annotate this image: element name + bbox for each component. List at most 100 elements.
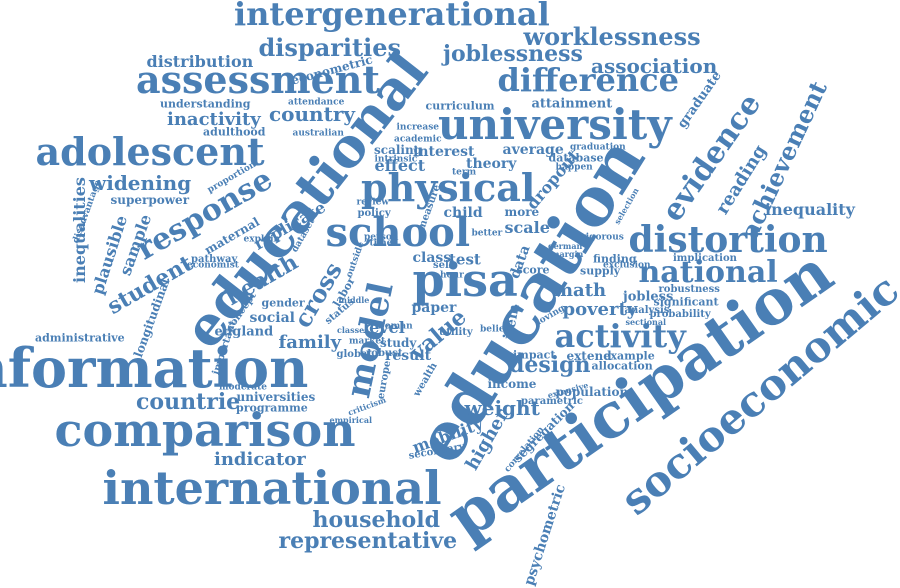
- cloud-word-national: national: [638, 255, 778, 290]
- cloud-word-analysis: analysis: [624, 305, 670, 316]
- cloud-word-significant: significant: [653, 295, 719, 309]
- cloud-word-person: person: [364, 232, 399, 243]
- cloud-word-universities: universities: [236, 390, 316, 404]
- cloud-word-probability: probability: [649, 309, 711, 320]
- cloud-word-impact: impact: [513, 348, 556, 362]
- cloud-word-class: class: [412, 250, 452, 266]
- cloud-word-disparities: disparities: [258, 33, 402, 62]
- cloud-word-german: german: [548, 241, 583, 251]
- cloud-word-term: term: [452, 167, 477, 178]
- cloud-word-adolescent: adolescent: [35, 129, 265, 174]
- cloud-word-happen: happen: [555, 162, 593, 173]
- cloud-word-england: england: [214, 324, 274, 340]
- cloud-word-database: database: [548, 151, 604, 165]
- cloud-word-physical: physical: [361, 165, 536, 210]
- cloud-word-self: self: [433, 260, 454, 271]
- cloud-word-countrie: countrie: [136, 389, 241, 415]
- cloud-word-difference: difference: [497, 61, 679, 99]
- cloud-word-explain: explain: [243, 234, 281, 245]
- cloud-word-administrative: administrative: [35, 331, 125, 345]
- cloud-word-policy: policy: [357, 208, 391, 219]
- cloud-word-exclusion: exclusion: [603, 260, 651, 271]
- cloud-word-vigorous: vigorous: [580, 232, 624, 243]
- cloud-word-inactivity: inactivity: [167, 109, 261, 130]
- cloud-word-country: country: [269, 102, 355, 126]
- cloud-word-pathway: pathway: [191, 254, 238, 265]
- cloud-word-programme: programme: [236, 401, 308, 415]
- cloud-word-robustness: robustness: [658, 284, 720, 295]
- cloud-word-international: international: [102, 461, 442, 515]
- cloud-word-average: average: [502, 142, 564, 158]
- cloud-word-inequality: inequality: [765, 200, 855, 219]
- cloud-word-more: more: [504, 205, 540, 219]
- cloud-word-utility: utility: [439, 327, 473, 338]
- cloud-word-indicator: indicator: [214, 449, 306, 470]
- cloud-word-child: child: [443, 205, 483, 221]
- cloud-word-pisa: pisa: [412, 253, 518, 307]
- cloud-word-gender: gender: [261, 296, 305, 310]
- cloud-word-result: result: [385, 348, 432, 364]
- cloud-word-scale: scale: [504, 218, 550, 237]
- cloud-word-interest: interest: [413, 144, 475, 160]
- cloud-word-activity: activity: [554, 317, 686, 355]
- cloud-word-poverty: poverty: [562, 299, 638, 320]
- cloud-word-robust: robust: [366, 348, 403, 359]
- cloud-word-university: university: [438, 100, 672, 149]
- cloud-word-woman: woman: [377, 321, 413, 332]
- cloud-word-australian: australian: [292, 128, 344, 139]
- cloud-word-theory: theory: [466, 156, 517, 172]
- cloud-word-assessment: assessment: [136, 57, 380, 102]
- cloud-word-global: global: [336, 349, 372, 360]
- cloud-word-review: review: [356, 197, 390, 208]
- cloud-word-math: math: [554, 280, 607, 301]
- cloud-word-implication: implication: [673, 253, 737, 264]
- cloud-word-classes: classes: [337, 325, 369, 335]
- cloud-word-extend: extend: [566, 349, 612, 363]
- cloud-word-economist: economist: [187, 260, 239, 271]
- cloud-word-information: information: [0, 336, 309, 400]
- cloud-word-joblessness: joblessness: [443, 41, 583, 67]
- cloud-word-distortion: distortion: [628, 219, 828, 261]
- cloud-word-paper: paper: [411, 300, 457, 316]
- cloud-word-curriculum: curriculum: [425, 99, 495, 113]
- cloud-word-intrinsic: intrinsic: [374, 154, 418, 165]
- cloud-word-study: study: [380, 336, 417, 350]
- cloud-word-score: score: [516, 263, 550, 277]
- cloud-word-example: example: [603, 349, 655, 363]
- cloud-word-adulthood: adulthood: [203, 125, 266, 139]
- cloud-word-empirical: empirical: [329, 415, 373, 425]
- cloud-word-superpower: superpower: [110, 193, 190, 207]
- cloud-word-margin: margin: [551, 249, 584, 259]
- cloud-word-level: level: [363, 318, 405, 337]
- cloud-word-supply: supply: [580, 264, 621, 278]
- cloud-word-representative: representative: [278, 528, 458, 554]
- cloud-word-market: market: [349, 336, 386, 347]
- cloud-word-graduation: graduation: [570, 142, 626, 153]
- cloud-word-moderate: moderate: [219, 382, 268, 393]
- cloud-word-household: household: [312, 507, 440, 533]
- cloud-word-population: population: [555, 385, 629, 399]
- cloud-word-better: better: [471, 228, 503, 239]
- cloud-word-hour: hour: [440, 270, 464, 281]
- cloud-word-test: test: [449, 250, 481, 269]
- cloud-word-social: social: [249, 310, 295, 326]
- cloud-word-academic: academic: [394, 134, 442, 145]
- cloud-word-allocation: allocation: [591, 359, 653, 373]
- cloud-word-attendance: attendance: [288, 97, 345, 108]
- cloud-word-sectional: sectional: [625, 317, 667, 327]
- cloud-word-attainment: attainment: [531, 96, 613, 112]
- cloud-word-finding: finding: [593, 252, 637, 266]
- cloud-word-increase: increase: [396, 122, 440, 133]
- cloud-word-middle: middle: [338, 295, 370, 305]
- cloud-word-family: family: [278, 332, 342, 353]
- cloud-word-intergenerational: intergenerational: [234, 0, 550, 33]
- cloud-word-comparison: comparison: [54, 403, 356, 457]
- cloud-word-design: design: [509, 352, 591, 378]
- cloud-word-understanding: understanding: [160, 97, 251, 111]
- cloud-word-effect: effect: [374, 156, 426, 175]
- cloud-word-widening: widening: [89, 171, 192, 195]
- cloud-word-belief: belief: [480, 324, 509, 335]
- cloud-word-worklessness: worklessness: [523, 22, 701, 51]
- cloud-word-weight: weight: [464, 396, 540, 420]
